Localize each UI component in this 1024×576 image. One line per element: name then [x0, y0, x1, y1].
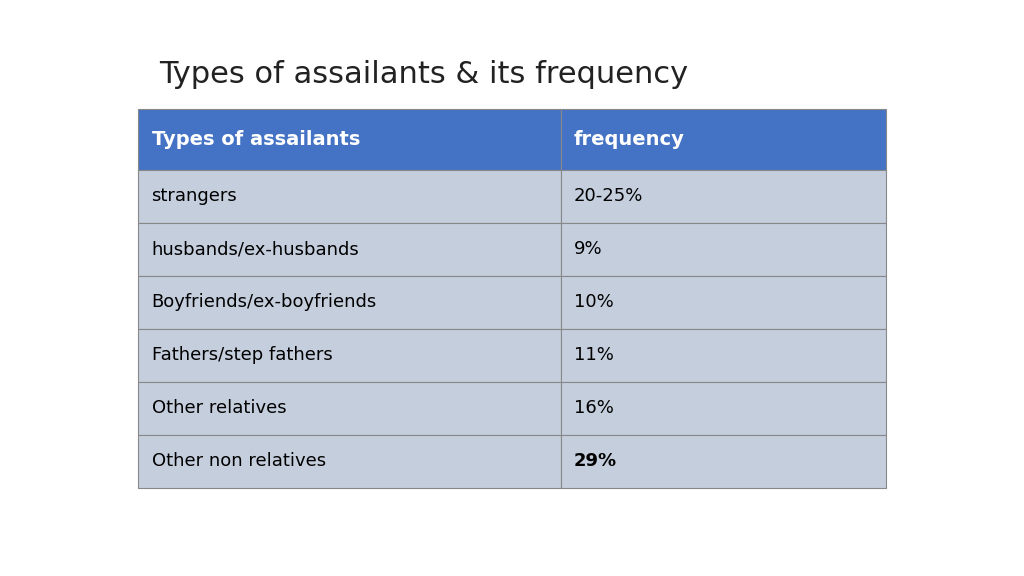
- Text: 11%: 11%: [573, 346, 613, 365]
- Text: strangers: strangers: [152, 187, 238, 206]
- Text: 29%: 29%: [573, 452, 617, 471]
- Text: Fathers/step fathers: Fathers/step fathers: [152, 346, 333, 365]
- Text: 20-25%: 20-25%: [573, 187, 643, 206]
- Text: 9%: 9%: [573, 240, 602, 259]
- Text: Types of assailants: Types of assailants: [152, 130, 359, 149]
- Text: 16%: 16%: [573, 399, 613, 418]
- Text: frequency: frequency: [573, 130, 685, 149]
- Text: Other non relatives: Other non relatives: [152, 452, 326, 471]
- Text: husbands/ex-husbands: husbands/ex-husbands: [152, 240, 359, 259]
- Text: Other relatives: Other relatives: [152, 399, 286, 418]
- Text: 10%: 10%: [573, 293, 613, 312]
- Text: Boyfriends/ex-boyfriends: Boyfriends/ex-boyfriends: [152, 293, 377, 312]
- Text: Types of assailants & its frequency: Types of assailants & its frequency: [159, 60, 688, 89]
